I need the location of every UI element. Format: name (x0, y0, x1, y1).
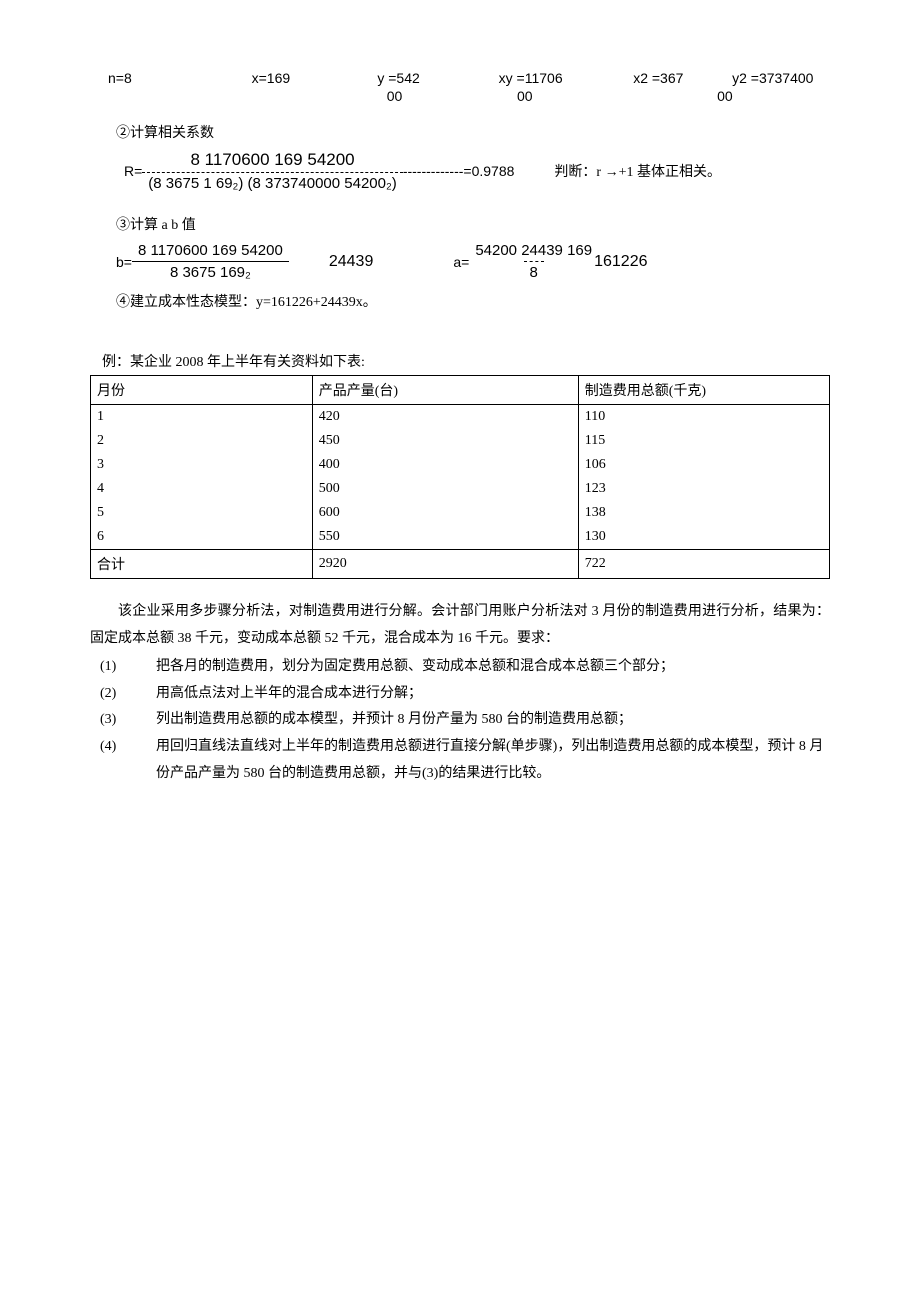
step2-section: ②计算相关系数 R= 8 1170600 169 54200 (8 3675 1… (90, 122, 830, 192)
b-prefix: b= (116, 254, 132, 270)
r-denominator: (8 3675 1 69₂) (8 373740000 54200₂) (142, 172, 403, 192)
a-denominator: 8 (524, 261, 544, 281)
stat-y: y =542 (337, 70, 460, 86)
step3-formula: b= 8 1170600 169 54200 8 3675 169₂ 24439… (116, 242, 830, 281)
step3-title: ③计算 a b 值 (116, 214, 830, 234)
col-output: 产品产量(台) (312, 376, 578, 405)
table-row: 3400106 (91, 453, 830, 477)
step3-section: ③计算 a b 值 b= 8 1170600 169 54200 8 3675 … (90, 214, 830, 281)
stat-x2: x2 =367 (601, 70, 715, 86)
r-judge: 判断：r →+1 基体正相关。 (554, 161, 721, 181)
r-prefix: R= (116, 163, 142, 179)
stat-n: n=8 (90, 70, 205, 86)
a-prefix: a= (453, 254, 469, 270)
table-row: 4500123 (91, 477, 830, 501)
requirements-list: (1)把各月的制造费用，划分为固定费用总额、变动成本总额和混合成本总额三个部分；… (90, 654, 830, 787)
req-item: (2)用高低点法对上半年的混合成本进行分解； (90, 681, 830, 708)
r-numerator: 8 1170600 169 54200 (184, 150, 360, 172)
step4-text: ④建立成本性态模型：y=161226+24439x。 (116, 295, 377, 310)
r-equals: -------------=0.9788 (403, 163, 515, 179)
b-fraction: 8 1170600 169 54200 8 3675 169₂ (132, 242, 289, 281)
page: n=8 x=169 y =542 xy =11706 x2 =367 y2 =3… (0, 0, 920, 827)
stat-xy: xy =11706 (460, 70, 601, 86)
a-value: 161226 (594, 253, 647, 271)
stat-y2: y2 =3737400 (716, 70, 830, 86)
step2-formula: R= 8 1170600 169 54200 (8 3675 1 69₂) (8… (116, 150, 830, 192)
stat-x-cont: 00 (334, 88, 456, 104)
analysis-paragraph: 该企业采用多步骤分析法，对制造费用进行分解。会计部门用账户分析法对 3 月份的制… (90, 599, 830, 652)
stats-row-2: 00 00 00 (90, 88, 830, 104)
table-sum-row: 合计2920722 (91, 550, 830, 579)
a-fraction: 54200 24439 169 8 (469, 242, 598, 281)
table-row: 6550130 (91, 525, 830, 550)
r-fraction: 8 1170600 169 54200 (8 3675 1 69₂) (8 37… (142, 150, 403, 192)
table-row: 5600138 (91, 501, 830, 525)
step4-section: ④建立成本性态模型：y=161226+24439x。 (90, 291, 830, 311)
example-title: 例：某企业 2008 年上半年有关资料如下表: (90, 351, 830, 371)
b-numerator: 8 1170600 169 54200 (132, 242, 289, 262)
col-cost: 制造费用总额(千克) (578, 376, 829, 405)
table-header-row: 月份 产品产量(台) 制造费用总额(千克) (91, 376, 830, 405)
table-row: 2450115 (91, 429, 830, 453)
req-item: (3)列出制造费用总额的成本模型，并预计 8 月份产量为 580 台的制造费用总… (90, 707, 830, 734)
b-value: 24439 (329, 253, 374, 271)
b-denominator: 8 3675 169₂ (170, 262, 251, 281)
req-item: (4)用回归直线法直线对上半年的制造费用总额进行直接分解(单步骤)，列出制造费用… (90, 734, 830, 787)
col-month: 月份 (91, 376, 313, 405)
a-numerator: 54200 24439 169 (469, 242, 598, 261)
table-row: 1420110 (91, 405, 830, 430)
stat-x: x=169 (205, 70, 337, 86)
step2-title: ②计算相关系数 (116, 122, 830, 142)
req-item: (1)把各月的制造费用，划分为固定费用总额、变动成本总额和混合成本总额三个部分； (90, 654, 830, 681)
data-table: 月份 产品产量(台) 制造费用总额(千克) 1420110 2450115 34… (90, 375, 830, 579)
stat-x2-cont: 00 (707, 88, 830, 104)
stats-row-1: n=8 x=169 y =542 xy =11706 x2 =367 y2 =3… (90, 70, 830, 86)
stat-y-cont: 00 (455, 88, 594, 104)
